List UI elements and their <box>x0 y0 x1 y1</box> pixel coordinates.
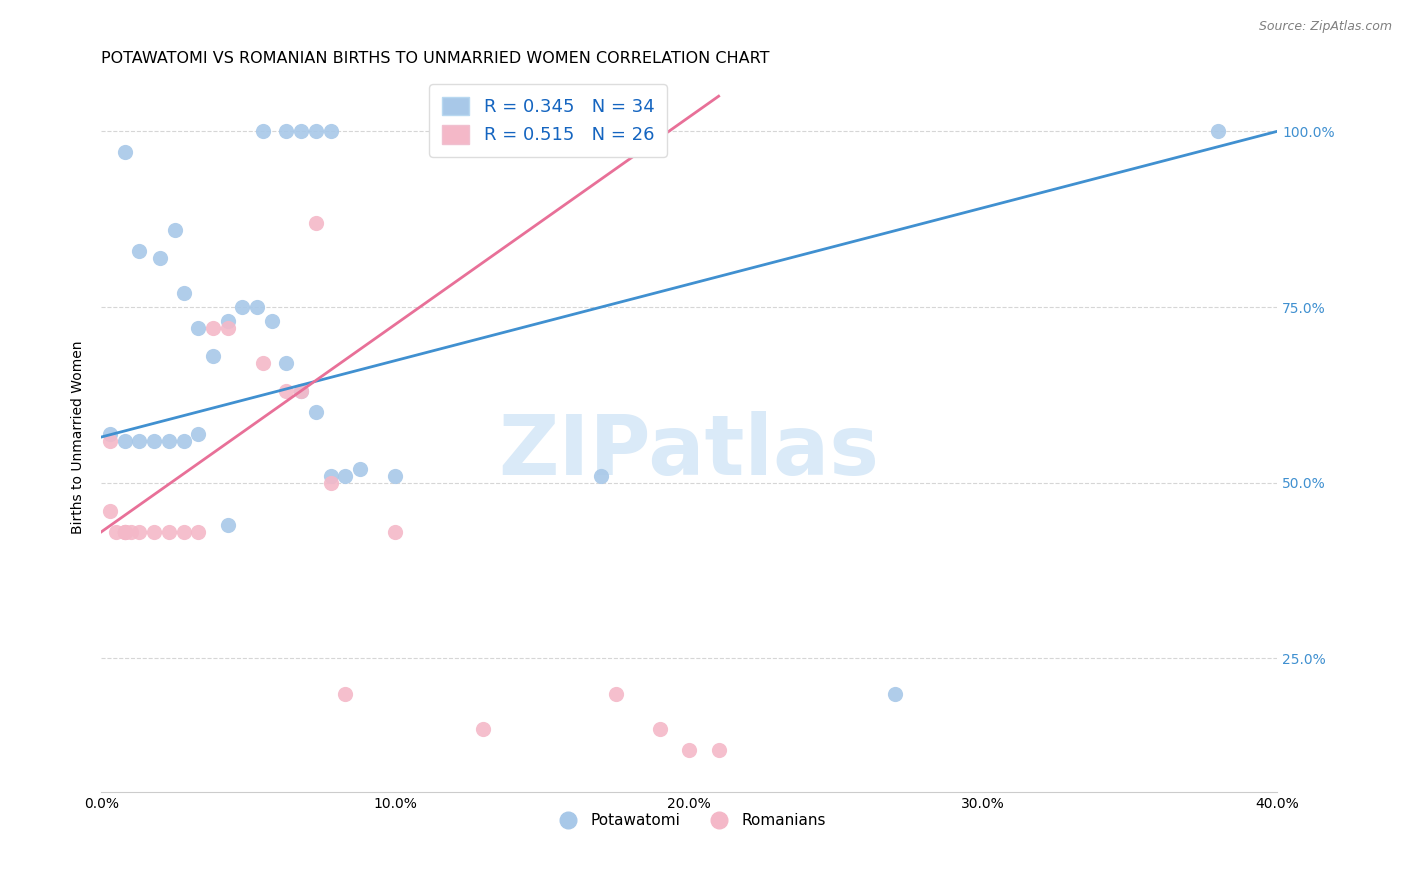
Point <box>128 244 150 258</box>
Point <box>335 687 357 701</box>
Point <box>173 524 195 539</box>
Point <box>605 687 627 701</box>
Point <box>187 426 209 441</box>
Point <box>187 321 209 335</box>
Point <box>114 145 136 160</box>
Point <box>319 475 342 490</box>
Point <box>472 722 495 736</box>
Point <box>707 743 730 757</box>
Point <box>98 434 121 448</box>
Point <box>114 434 136 448</box>
Legend: Potawatomi, Romanians: Potawatomi, Romanians <box>547 806 832 834</box>
Point <box>290 384 312 399</box>
Point <box>252 124 274 138</box>
Point <box>163 223 186 237</box>
Point <box>114 524 136 539</box>
Point <box>276 356 298 370</box>
Point <box>648 722 671 736</box>
Point <box>143 524 166 539</box>
Point <box>98 504 121 518</box>
Point <box>319 124 342 138</box>
Point <box>589 468 612 483</box>
Point <box>260 314 283 328</box>
Point <box>128 434 150 448</box>
Text: Source: ZipAtlas.com: Source: ZipAtlas.com <box>1258 20 1392 33</box>
Point <box>319 468 342 483</box>
Point <box>1208 124 1230 138</box>
Point <box>678 743 700 757</box>
Point <box>157 524 180 539</box>
Point <box>305 216 328 230</box>
Point <box>335 468 357 483</box>
Point <box>98 426 121 441</box>
Point <box>187 524 209 539</box>
Point <box>246 300 269 314</box>
Point <box>884 687 907 701</box>
Point <box>143 434 166 448</box>
Point <box>217 321 239 335</box>
Point <box>349 461 371 475</box>
Point <box>201 321 224 335</box>
Point <box>384 468 406 483</box>
Y-axis label: Births to Unmarried Women: Births to Unmarried Women <box>72 340 86 533</box>
Point <box>290 124 312 138</box>
Point <box>173 434 195 448</box>
Point <box>305 405 328 419</box>
Point <box>114 524 136 539</box>
Text: ZIPatlas: ZIPatlas <box>499 410 880 491</box>
Point <box>173 285 195 300</box>
Point <box>149 251 172 265</box>
Point <box>128 524 150 539</box>
Point <box>231 300 253 314</box>
Point <box>157 434 180 448</box>
Point <box>290 384 312 399</box>
Point <box>276 384 298 399</box>
Text: POTAWATOMI VS ROMANIAN BIRTHS TO UNMARRIED WOMEN CORRELATION CHART: POTAWATOMI VS ROMANIAN BIRTHS TO UNMARRI… <box>101 51 769 66</box>
Point <box>217 517 239 532</box>
Point <box>217 314 239 328</box>
Point <box>252 356 274 370</box>
Point <box>276 124 298 138</box>
Point <box>104 524 127 539</box>
Point <box>114 524 136 539</box>
Point <box>201 349 224 363</box>
Point <box>305 124 328 138</box>
Point <box>120 524 142 539</box>
Point <box>384 524 406 539</box>
